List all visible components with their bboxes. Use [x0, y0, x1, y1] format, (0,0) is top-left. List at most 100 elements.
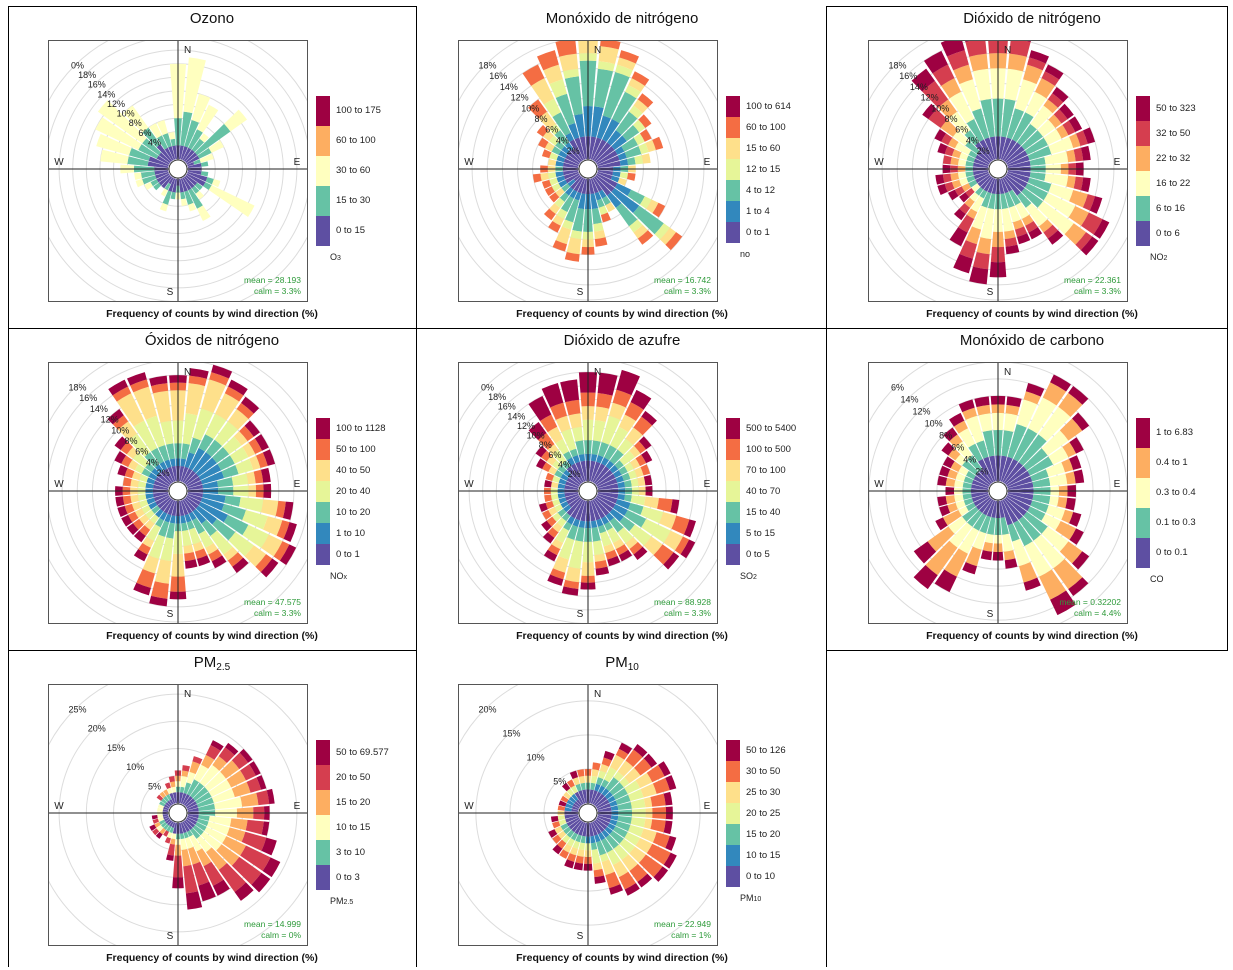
petal-segment: [185, 496, 199, 509]
direction-label-n: N: [594, 45, 601, 56]
direction-label-e: E: [294, 479, 301, 490]
petal-segment: [187, 171, 208, 182]
petal-segment: [563, 843, 572, 853]
petal-segment: [939, 505, 951, 517]
petal-segment: [540, 172, 550, 181]
petal-segment: [217, 455, 235, 471]
petal-segment: [590, 842, 598, 851]
petal-segment: [200, 471, 225, 485]
petal-segment: [167, 466, 176, 482]
petal-segment: [612, 860, 629, 878]
petal-segment: [604, 767, 617, 783]
petal-segment: [971, 108, 990, 140]
petal-segment: [228, 379, 248, 396]
petal-segment: [979, 515, 991, 534]
legend-label: 10 to 15: [746, 849, 781, 861]
grid-line: [826, 650, 1228, 651]
petal-segment: [1072, 412, 1090, 431]
petal-segment: [574, 821, 584, 835]
petal-segment: [547, 444, 559, 455]
petal-segment: [1023, 448, 1048, 471]
petal-segment: [1002, 458, 1019, 483]
petal-segment: [238, 497, 264, 513]
petal-segment: [968, 179, 978, 188]
petal-segment: [153, 480, 169, 489]
petal-segment: [145, 462, 155, 472]
petal-segment: [157, 496, 171, 509]
petal-segment: [959, 240, 977, 259]
petal-segment: [195, 791, 212, 804]
petal-segment: [566, 524, 578, 540]
petal-segment: [128, 459, 139, 471]
grid-line: [8, 6, 9, 967]
petal-segment: [266, 788, 275, 805]
petal-segment: [197, 797, 214, 808]
petal-segment: [1035, 78, 1055, 99]
petal-segment: [556, 175, 566, 183]
legend-row: 15 to 20: [316, 790, 414, 815]
petal-segment: [163, 789, 169, 796]
petal-segment: [578, 790, 586, 804]
legend-swatch: [316, 460, 330, 481]
ring-label: 10%: [117, 109, 135, 119]
petal-segment: [617, 493, 626, 501]
petal-segment: [205, 413, 227, 440]
petal-segment: [976, 237, 992, 255]
petal-segment: [200, 171, 209, 177]
petal-segment: [634, 155, 644, 165]
petal-segment: [558, 800, 567, 807]
petal-segment: [983, 456, 996, 482]
petal-segment: [159, 801, 166, 807]
petal-segment: [949, 227, 968, 247]
petal-segment: [1027, 57, 1046, 71]
petal-segment: [1050, 590, 1076, 616]
petal-segment: [132, 452, 150, 468]
petal-segment: [951, 179, 962, 189]
ring-label: 4%: [558, 460, 571, 470]
petal-segment: [593, 868, 605, 878]
petal-segment: [568, 540, 584, 569]
petal-segment: [528, 396, 552, 421]
petal-segment: [168, 178, 176, 192]
petal-segment: [972, 162, 989, 169]
petal-segment: [607, 823, 616, 831]
petal-segment: [190, 827, 201, 839]
petal-segment: [1073, 176, 1084, 191]
petal-segment: [1075, 232, 1093, 251]
legend-swatch: [316, 815, 330, 840]
petal-segment: [148, 501, 158, 510]
petal-segment: [624, 494, 632, 502]
petal-segment: [610, 175, 620, 183]
petal-segment: [188, 375, 207, 387]
petal-segment: [552, 214, 565, 226]
petal-segment: [544, 494, 552, 502]
petal-segment: [637, 93, 654, 108]
petal-segment: [939, 465, 951, 477]
legend-row: 50 to 100: [316, 439, 414, 460]
petal-segment: [192, 541, 205, 552]
chart-footer: Frequency of counts by wind direction (%…: [516, 308, 728, 320]
petal-segment: [242, 442, 256, 458]
petal-segment: [592, 420, 606, 442]
petal-segment: [201, 754, 215, 769]
petal-segment: [979, 139, 994, 161]
petal-segment: [947, 50, 969, 71]
petal-segment: [206, 847, 227, 870]
legend-label: 0.1 to 0.3: [1156, 517, 1196, 528]
petal-segment: [937, 142, 948, 155]
petal-segment: [965, 470, 976, 480]
petal-segment: [158, 174, 171, 186]
direction-label-w: W: [464, 157, 474, 168]
legend-swatch: [726, 740, 740, 761]
petal-segment: [538, 137, 549, 149]
petal-segment: [566, 516, 575, 525]
petal-segment: [244, 420, 260, 437]
legend-row: 10 to 15: [726, 845, 824, 866]
petal-segment: [184, 452, 195, 469]
legend-row: 10 to 15: [316, 815, 414, 840]
legend-row: 0 to 15: [316, 216, 414, 246]
petal-segment: [142, 175, 157, 185]
petal-segment: [182, 765, 190, 772]
legend-label: 12 to 15: [746, 163, 781, 175]
petal-segment: [142, 536, 155, 548]
